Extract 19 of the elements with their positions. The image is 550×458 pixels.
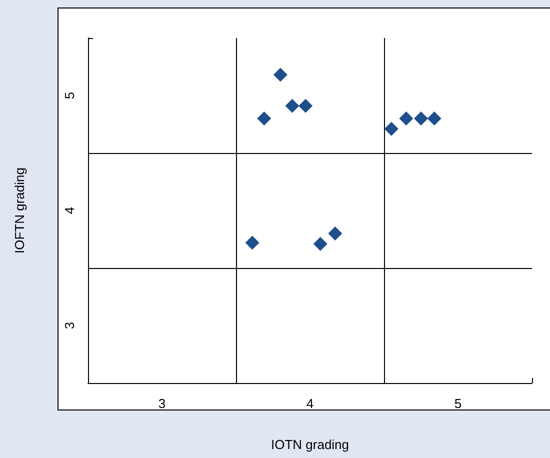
point — [313, 236, 328, 251]
point — [427, 112, 442, 126]
point — [328, 226, 342, 240]
y-tick-label: 5 — [62, 92, 77, 100]
x-tick-label: 4 — [306, 396, 314, 411]
y-tick-label: 3 — [62, 322, 77, 330]
x-tick-label: 5 — [454, 396, 462, 411]
y-tick-label: 4 — [62, 206, 77, 214]
point — [414, 112, 428, 126]
point — [298, 98, 313, 113]
point — [399, 112, 414, 126]
point — [273, 68, 288, 82]
x-axis-title: IOTN grading — [270, 437, 350, 452]
point — [257, 112, 272, 126]
point — [384, 122, 398, 136]
point — [245, 236, 260, 250]
y-axis-title: IOFTN grading — [12, 168, 27, 254]
x-tick-label: 3 — [158, 396, 166, 411]
point — [285, 98, 300, 113]
